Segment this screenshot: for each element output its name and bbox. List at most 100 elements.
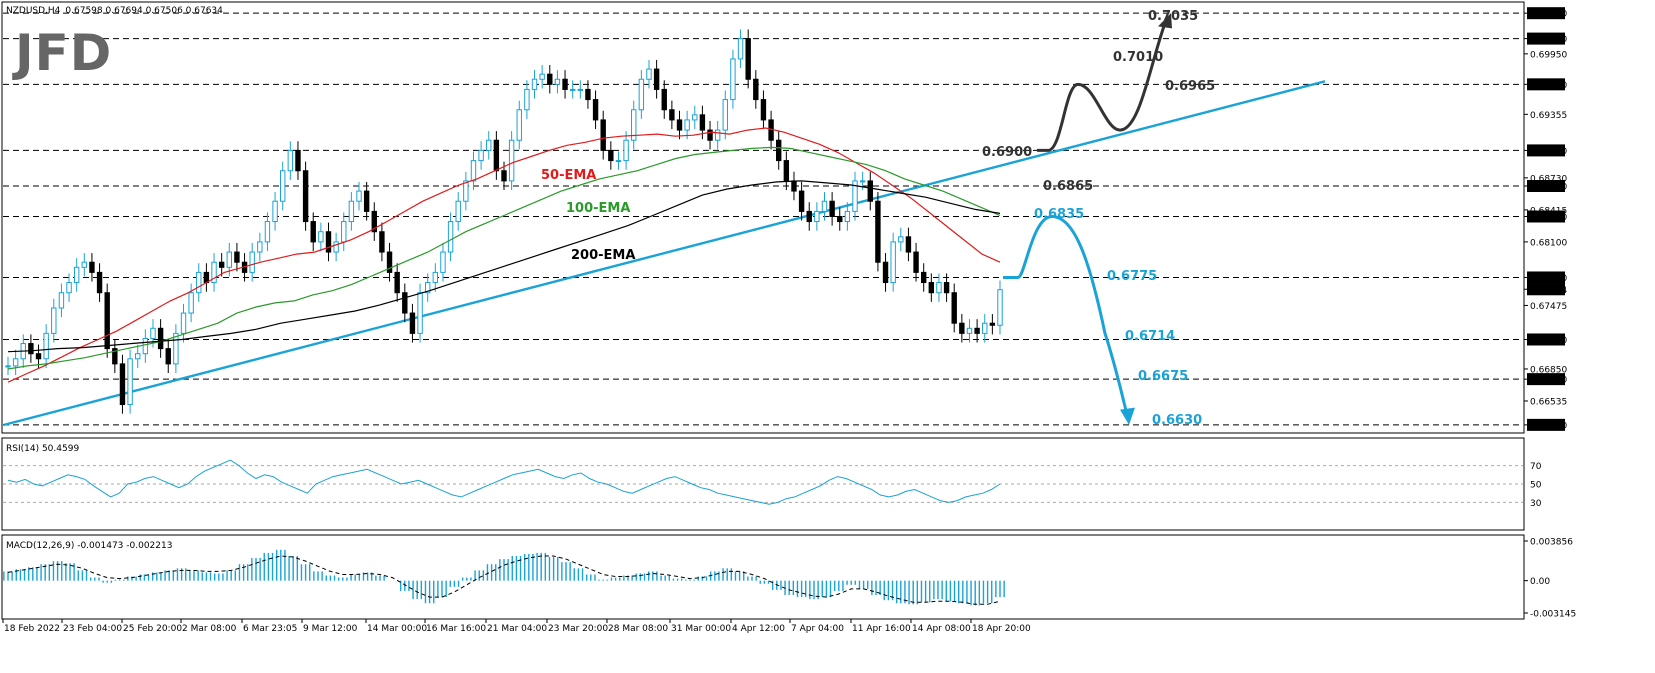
time-tick: 9 Mar 12:00	[303, 624, 358, 634]
horizontal-levels	[3, 12, 1523, 426]
candle	[333, 232, 339, 262]
candle	[89, 253, 95, 282]
candle	[760, 90, 767, 130]
ascending-trendline	[3, 80, 1326, 427]
candle	[173, 324, 179, 374]
candle	[325, 222, 332, 262]
svg-text:0.68350: 0.68350	[1530, 213, 1567, 223]
bullish-level-label: 0.6965	[1165, 79, 1215, 94]
price-tick: 0.69000	[1524, 144, 1567, 157]
candle	[928, 273, 935, 302]
price-tick: 0.66300	[1524, 418, 1567, 431]
rsi-tick: 70	[1530, 462, 1542, 472]
bearish-level-label: 0.6630	[1152, 413, 1202, 428]
price-tick: 0.68350	[1524, 210, 1567, 223]
time-tick: 6 Mar 23:05	[243, 624, 297, 634]
time-tick: 25 Feb 20:00	[123, 624, 182, 634]
price-tick: 0.68730	[1524, 174, 1567, 184]
bearish-level-label: 0.6775	[1107, 269, 1157, 284]
candle	[142, 329, 149, 363]
macd-histogram	[3, 549, 1005, 606]
candle	[684, 110, 690, 140]
price-axis: 0.70350 0.70100 0.69950 0.69650 0.69355 0.690…	[1524, 7, 1567, 431]
svg-text:0.67750: 0.67750	[1530, 274, 1567, 284]
candle	[569, 80, 576, 99]
candle	[35, 344, 42, 368]
candle	[913, 242, 919, 282]
candle	[470, 151, 477, 191]
candle	[486, 131, 492, 160]
candle	[249, 242, 255, 282]
candle	[119, 354, 126, 414]
candle	[943, 273, 950, 302]
candle	[104, 283, 110, 358]
candle	[508, 131, 515, 191]
candle	[837, 207, 843, 231]
candle	[379, 222, 385, 262]
time-tick: 14 Mar 00:00	[367, 624, 427, 634]
candle	[310, 212, 316, 252]
bearish-level-label: 0.6675	[1138, 369, 1188, 384]
price-tick: 0.68650	[1524, 179, 1567, 192]
bullish-level-label: 0.7035	[1148, 9, 1198, 24]
candle	[539, 65, 545, 89]
candle	[386, 242, 393, 282]
ema-line-3	[7, 180, 1001, 353]
candle	[974, 319, 980, 343]
bullish-level-label: 0.6900	[982, 145, 1032, 160]
level-labels: 50-EMA100-EMA200-EMA0.69000.68650.69650.…	[541, 9, 1215, 428]
time-tick: 7 Apr 04:00	[791, 624, 844, 634]
svg-text:0.66850: 0.66850	[1530, 365, 1567, 375]
candle	[798, 181, 805, 221]
candle	[661, 80, 667, 119]
bullish-level-label: 0.6865	[1043, 179, 1093, 194]
price-tick: 0.68100	[1524, 238, 1567, 248]
candle	[5, 356, 11, 376]
time-tick: 16 Mar 16:00	[426, 624, 486, 634]
ema-label: 200-EMA	[571, 248, 635, 263]
candle	[920, 263, 927, 292]
candle	[180, 303, 187, 343]
time-tick: 28 Mar 08:00	[608, 624, 668, 634]
candle	[287, 141, 294, 180]
candle	[623, 131, 629, 170]
candle	[959, 314, 965, 343]
ema-line-2	[7, 146, 1001, 370]
macd-signal-line	[7, 555, 1001, 605]
candle	[424, 273, 431, 302]
candle	[455, 192, 461, 231]
candle	[234, 242, 240, 272]
time-tick: 23 Feb 04:00	[63, 624, 122, 634]
candle	[272, 192, 278, 231]
candle	[707, 120, 713, 150]
candle	[58, 283, 65, 318]
candle	[188, 283, 194, 323]
time-tick: 14 Apr 08:00	[912, 624, 971, 634]
candle	[516, 100, 522, 150]
candle	[295, 141, 301, 180]
candle	[898, 227, 904, 252]
candle	[196, 263, 202, 302]
candle	[814, 202, 820, 231]
candle	[997, 280, 1003, 335]
candle	[905, 227, 912, 262]
time-tick: 31 Mar 00:00	[671, 624, 731, 634]
svg-text:0.67140: 0.67140	[1530, 336, 1567, 346]
candle	[608, 141, 614, 170]
macd-panel	[1, 534, 1525, 620]
candle	[371, 202, 377, 241]
candle	[257, 232, 263, 262]
time-tick: 18 Apr 20:00	[972, 624, 1031, 634]
candle	[356, 181, 362, 211]
candle	[394, 263, 400, 302]
svg-text:0.68100: 0.68100	[1530, 238, 1567, 248]
candle	[692, 105, 698, 130]
macd-indicator: 0.003856 0.00 -0.003145	[3, 538, 1576, 620]
candles	[5, 29, 1003, 414]
price-tick: 0.66750	[1524, 373, 1567, 386]
candle	[615, 151, 622, 170]
candle	[127, 349, 133, 414]
time-tick: 23 Mar 20:00	[548, 624, 608, 634]
bearish-arrowhead	[1120, 407, 1135, 425]
